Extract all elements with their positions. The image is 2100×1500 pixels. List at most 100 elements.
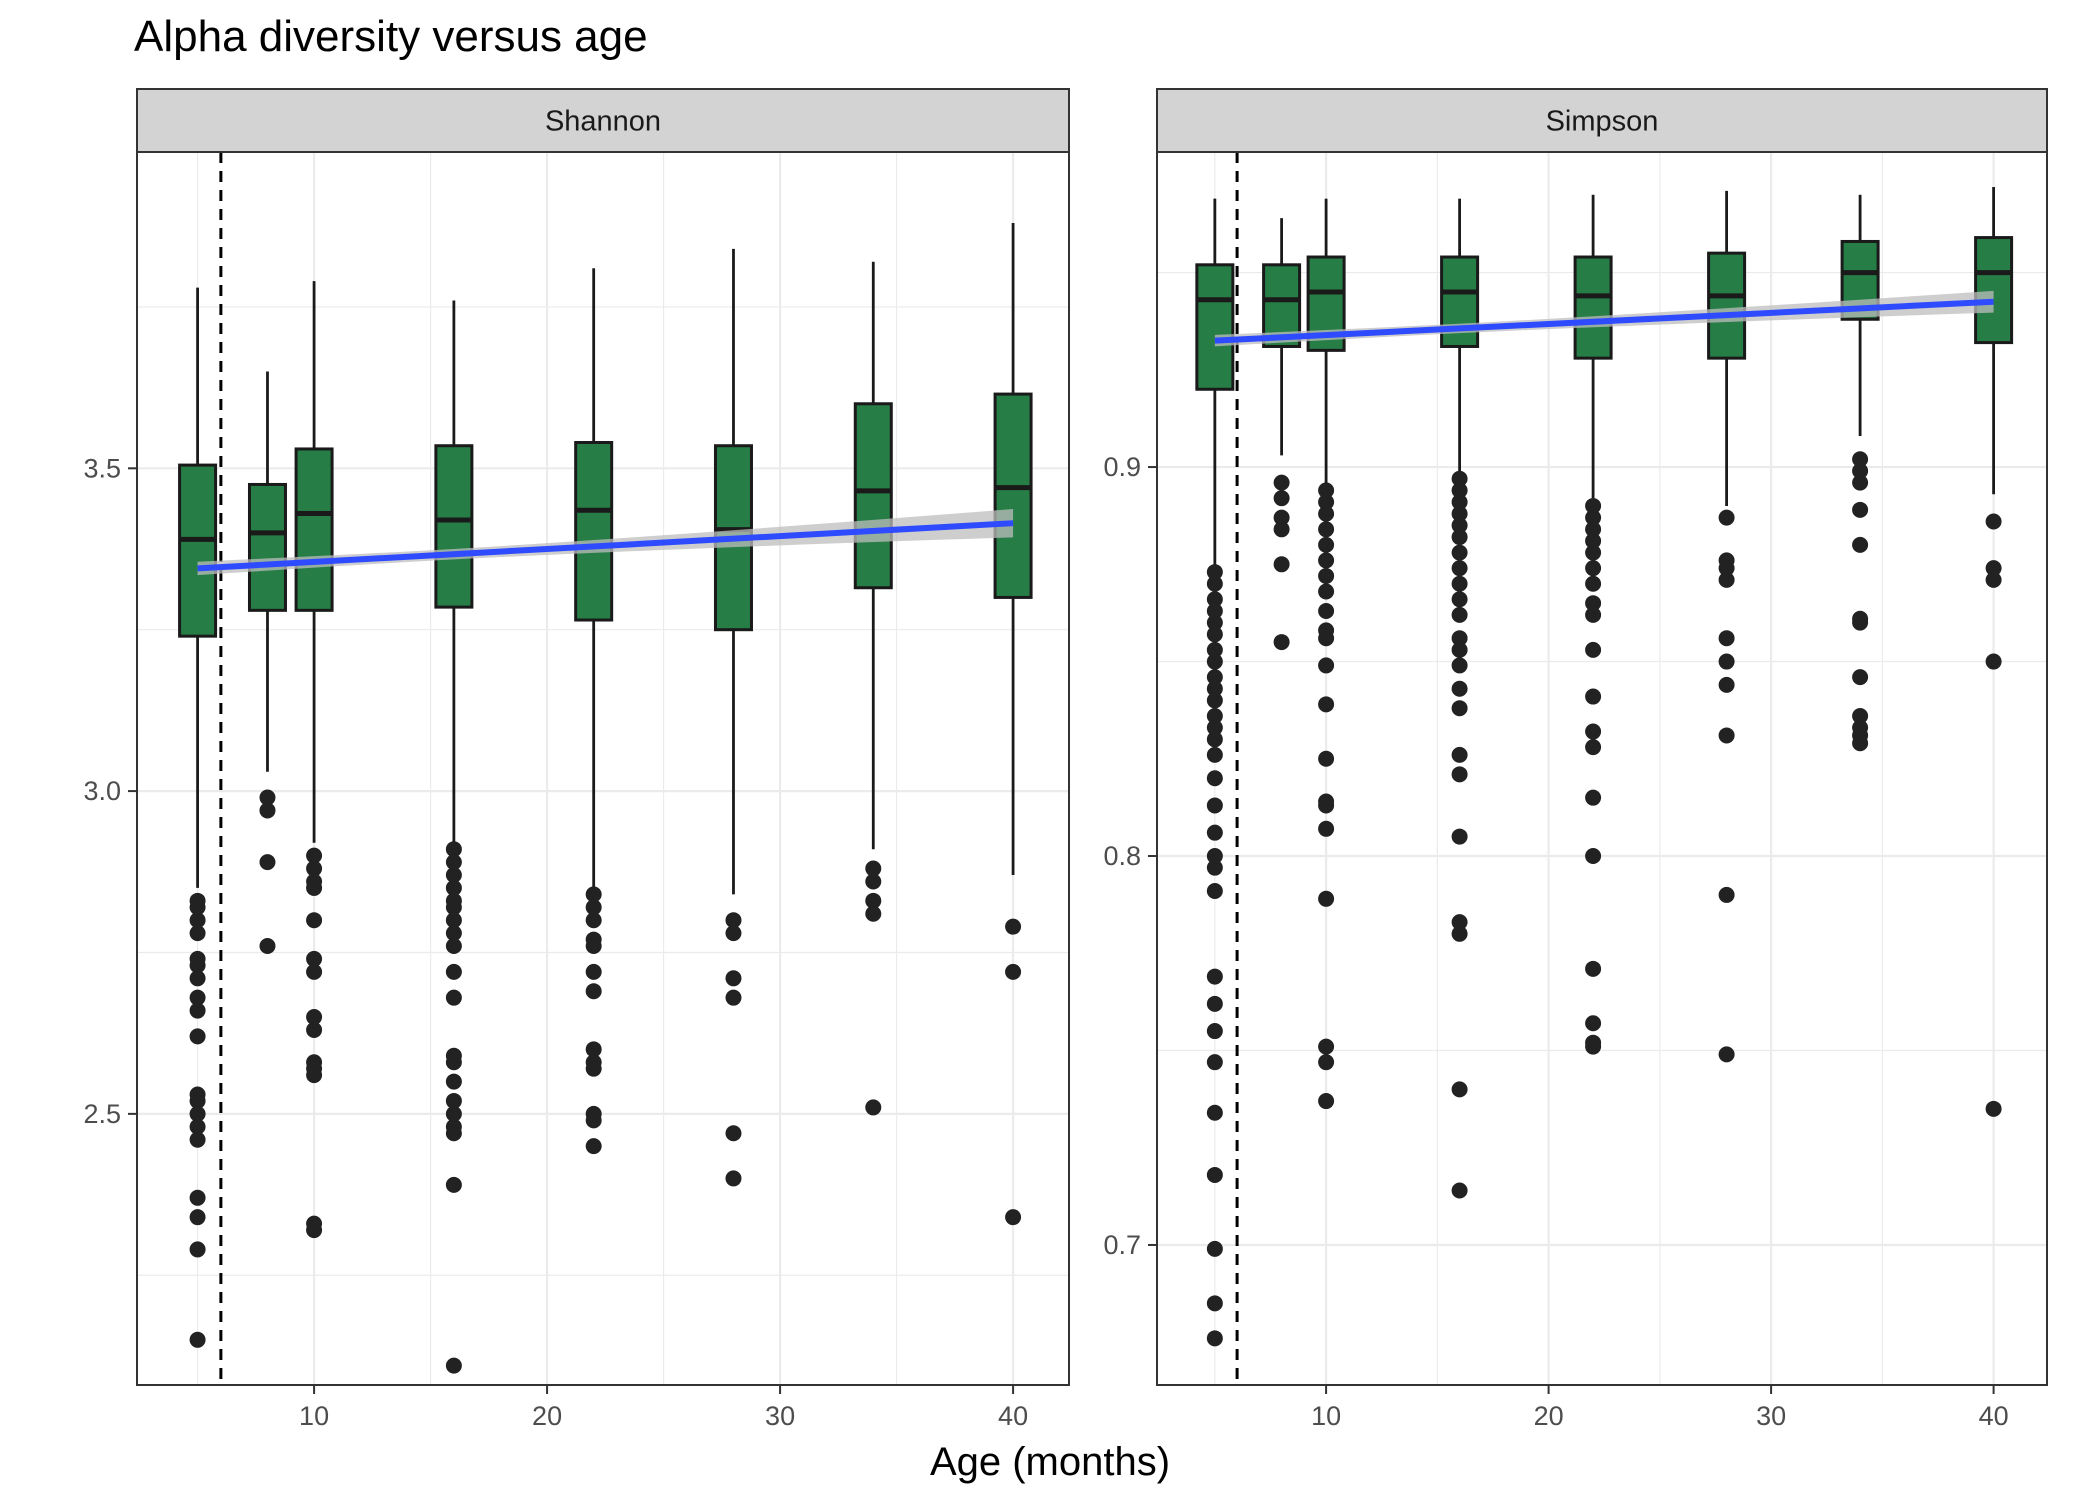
x-axis-title: Age (months) (929, 1440, 1171, 1484)
strip-header (136, 88, 1070, 153)
outlier-point (1206, 1295, 1223, 1312)
outlier-point (1318, 630, 1335, 647)
y-tick-label: 0.8 (1103, 841, 1141, 871)
outlier-point (1451, 828, 1468, 845)
x-tick-label: 10 (1311, 1401, 1341, 1431)
outlier-point (1451, 606, 1468, 623)
outlier-point (306, 912, 323, 929)
outlier-point (585, 899, 602, 916)
outlier-point (1451, 591, 1468, 608)
outlier-point (585, 1060, 602, 1077)
outlier-point (1718, 886, 1735, 903)
outlier-point (189, 989, 206, 1006)
outlier-point (1852, 707, 1869, 724)
outlier-point (865, 905, 882, 922)
outlier-point (1585, 560, 1602, 577)
outlier-point (725, 912, 742, 929)
outlier-point (189, 1092, 206, 1109)
outlier-point (1451, 641, 1468, 658)
outlier-point (259, 854, 276, 871)
panel-simpson: Simpson 10 20 30 40 0.7 0.8 0.9 (1103, 88, 2048, 1431)
outlier-point (1852, 614, 1869, 631)
outlier-point (189, 1118, 206, 1135)
outlier-point (1206, 692, 1223, 709)
outlier-point (189, 899, 206, 916)
outlier-point (1585, 509, 1602, 526)
outlier-point (1852, 735, 1869, 752)
outlier-point (1273, 634, 1290, 651)
box-age-5 (1195, 198, 1235, 1347)
outlier-point (1206, 1104, 1223, 1121)
outlier-point (1206, 824, 1223, 841)
outlier-point (445, 879, 462, 896)
outlier-point (306, 847, 323, 864)
outlier-point (1318, 1038, 1335, 1055)
x-tick-label: 30 (1756, 1401, 1786, 1431)
outlier-point (1451, 680, 1468, 697)
outlier-point (445, 854, 462, 871)
outlier-point (1585, 532, 1602, 549)
outlier-point (1273, 509, 1290, 526)
outlier-point (1318, 657, 1335, 674)
x-tick-label: 10 (299, 1401, 329, 1431)
outlier-point (306, 1222, 323, 1239)
outlier-point (1451, 529, 1468, 546)
y-tick-label: 3.5 (83, 453, 121, 483)
outlier-point (306, 1021, 323, 1038)
box-age-10 (294, 281, 334, 1239)
y-tick-label: 0.7 (1103, 1230, 1141, 1260)
outlier-point (259, 938, 276, 955)
outlier-point (1318, 494, 1335, 511)
outlier-point (865, 892, 882, 909)
outlier-point (1718, 676, 1735, 693)
outlier-point (1585, 641, 1602, 658)
outlier-point (1273, 490, 1290, 507)
outlier-point (445, 963, 462, 980)
outlier-point (445, 867, 462, 884)
outlier-point (1206, 995, 1223, 1012)
outlier-point (1852, 501, 1869, 518)
outlier-point (445, 1176, 462, 1193)
outlier-point (445, 1357, 462, 1374)
outlier-point (1206, 653, 1223, 670)
outlier-point (1318, 552, 1335, 569)
outlier-point (189, 1209, 206, 1226)
outlier-point (1206, 731, 1223, 748)
outlier-point (445, 912, 462, 929)
outlier-point (1585, 789, 1602, 806)
outlier-point (306, 879, 323, 896)
box-iqr (1573, 255, 1613, 360)
box-iqr (178, 463, 218, 638)
y-tick-label: 3.0 (83, 776, 121, 806)
outlier-point (1318, 536, 1335, 553)
outlier-point (1206, 1166, 1223, 1183)
outlier-point (1451, 746, 1468, 763)
outlier-point (1206, 859, 1223, 876)
outlier-point (1206, 564, 1223, 581)
outlier-point (1206, 968, 1223, 985)
outlier-point (1718, 1046, 1735, 1063)
outlier-point (1318, 583, 1335, 600)
box-age-8 (1262, 218, 1302, 651)
box-iqr (574, 440, 614, 622)
x-tick-label: 20 (1534, 1401, 1564, 1431)
trend-line (197, 520, 1014, 572)
outlier-point (1206, 602, 1223, 619)
outlier-point (1585, 960, 1602, 977)
outlier-point (1318, 521, 1335, 538)
box-age-16 (434, 300, 474, 1374)
outlier-point (445, 899, 462, 916)
outlier-point (1852, 474, 1869, 491)
outlier-point (1585, 544, 1602, 561)
outlier-point (1852, 462, 1869, 479)
outlier-point (306, 963, 323, 980)
box-age-40 (993, 223, 1033, 1226)
outlier-point (1451, 657, 1468, 674)
box-iqr (1707, 251, 1747, 360)
outlier-point (189, 970, 206, 987)
outlier-point (1451, 494, 1468, 511)
outlier-point (1585, 1015, 1602, 1032)
outlier-point (1585, 606, 1602, 623)
x-tick-label: 20 (532, 1401, 562, 1431)
outlier-point (1206, 669, 1223, 686)
